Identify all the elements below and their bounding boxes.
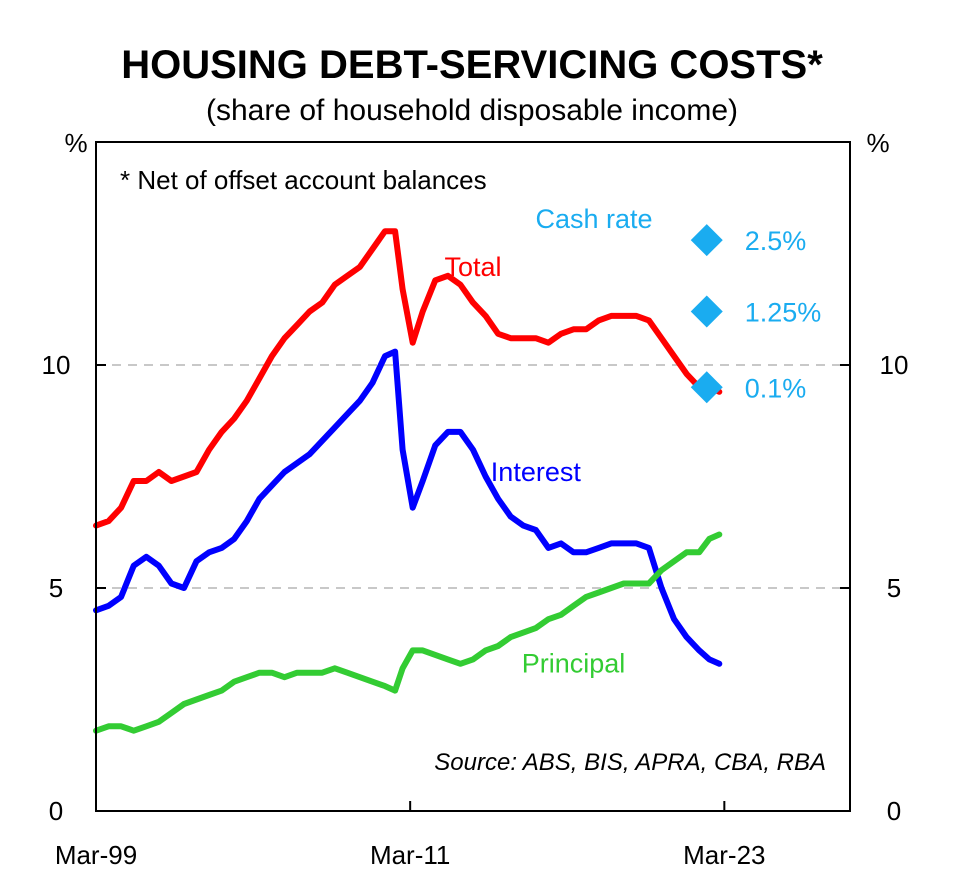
cash-rate-label-0: 2.5% <box>745 226 807 256</box>
y-axis-unit-right: % <box>866 128 889 158</box>
y-axis-unit-left: % <box>64 128 87 158</box>
series-line-total <box>93 228 723 529</box>
ytick-label-left-0: 0 <box>49 796 63 826</box>
ytick-label-left-10: 10 <box>42 350 71 380</box>
ytick-label-right-5: 5 <box>887 573 901 603</box>
chart-title: HOUSING DEBT-SERVICING COSTS* <box>121 43 823 87</box>
cash-rate-marker-2 <box>690 371 723 404</box>
xtick-label-mar-11: Mar-11 <box>370 840 450 870</box>
xtick-label-mar-23: Mar-23 <box>683 840 765 870</box>
cash-rate-label-1: 1.25% <box>745 297 822 327</box>
cash-rate-marker-0 <box>690 224 723 257</box>
ytick-label-right-0: 0 <box>887 796 901 826</box>
series-label-interest: Interest <box>491 457 582 487</box>
series-line-principal <box>93 531 723 734</box>
xtick-label-mar-99: Mar-99 <box>55 840 137 870</box>
ytick-label-right-10: 10 <box>880 350 909 380</box>
source-note: Source: ABS, BIS, APRA, CBA, RBA <box>434 749 826 776</box>
plot-frame <box>95 141 851 812</box>
footnote: * Net of offset account balances <box>120 165 487 195</box>
cash-rate-marker-1 <box>690 295 723 328</box>
cash-rate-legend: Cash rate <box>535 204 652 234</box>
series-line-interest <box>93 348 723 667</box>
series-label-principal: Principal <box>522 649 626 679</box>
chart-subtitle: (share of household disposable income) <box>206 94 738 127</box>
series-label-total: Total <box>444 252 501 282</box>
cash-rate-label-2: 0.1% <box>745 373 807 403</box>
ytick-label-left-5: 5 <box>49 573 63 603</box>
